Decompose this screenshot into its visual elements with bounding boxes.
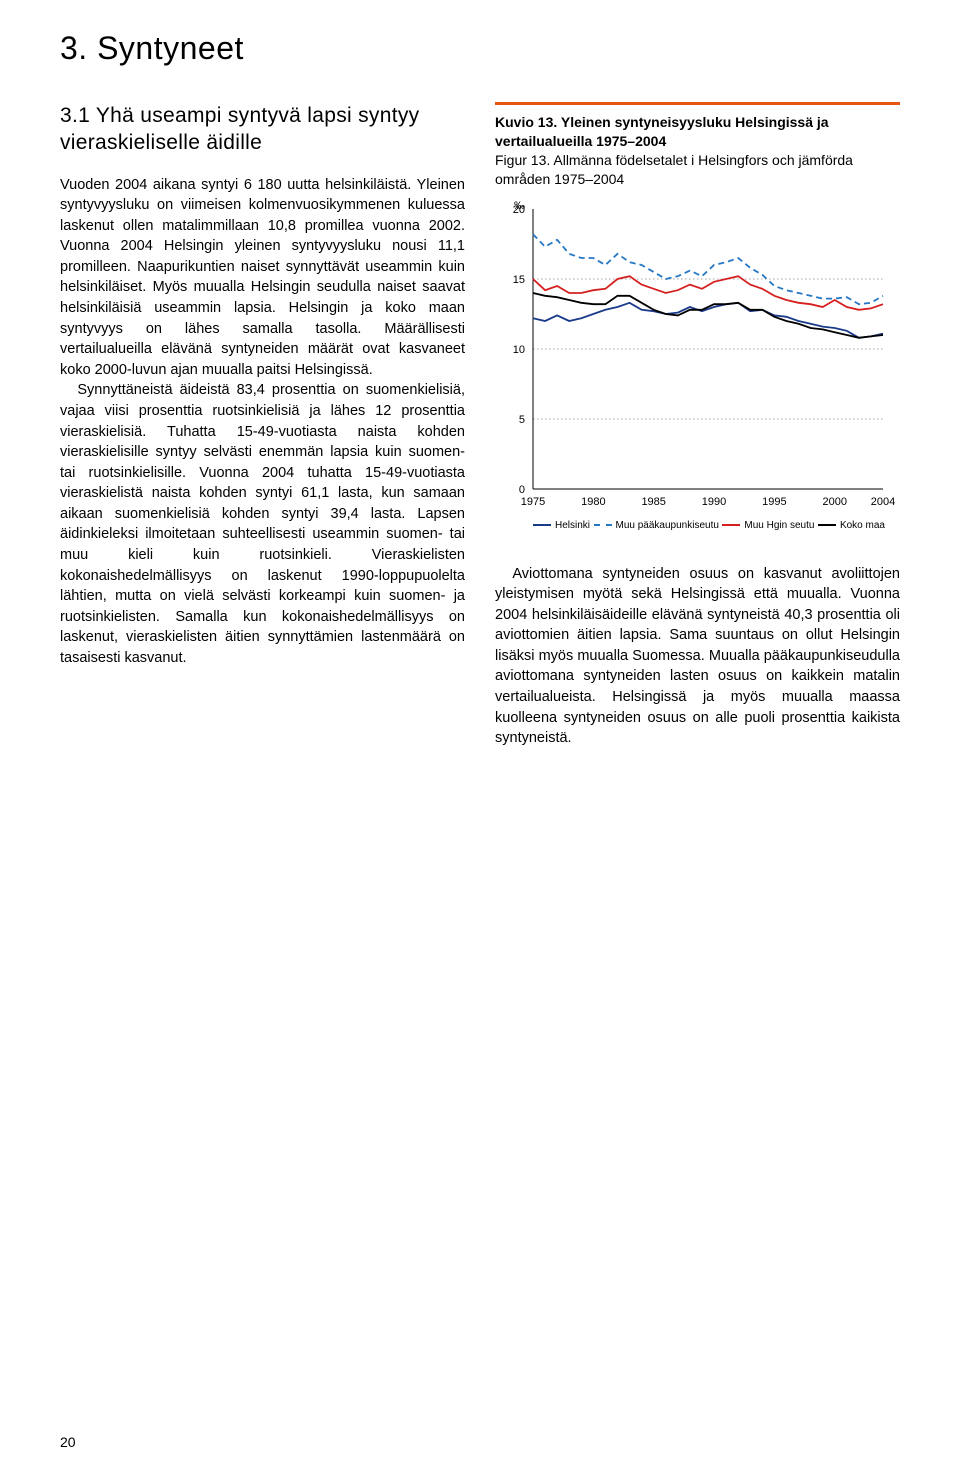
legend-label: Koko maa — [840, 520, 885, 531]
paragraph-1: Vuoden 2004 aikana syntyi 6 180 uutta he… — [60, 175, 465, 381]
svg-text:1975: 1975 — [521, 496, 545, 508]
svg-text:15: 15 — [513, 274, 525, 286]
svg-text:10: 10 — [513, 344, 525, 356]
section-title: 3. Syntyneet — [60, 30, 900, 67]
legend-label: Muu pääkaupunkiseutu — [616, 520, 719, 531]
figure-caption: Kuvio 13. Yleinen syntyneisyysluku Helsi… — [495, 102, 900, 189]
legend-label: Helsinki — [555, 520, 590, 531]
legend-swatch — [594, 524, 612, 526]
legend-swatch — [818, 524, 836, 526]
svg-text:1995: 1995 — [762, 496, 786, 508]
paragraph-3: Aviottomana syntyneiden osuus on kasvanu… — [495, 564, 900, 749]
legend-item: Helsinki — [533, 520, 590, 531]
right-column: Kuvio 13. Yleinen syntyneisyysluku Helsi… — [495, 102, 900, 749]
body-text-right: Aviottomana syntyneiden osuus on kasvanu… — [495, 564, 900, 749]
line-chart: 05101520‰1975198019851990199520002004 He… — [495, 199, 895, 539]
svg-text:1990: 1990 — [702, 496, 726, 508]
two-column-layout: 3.1 Yhä useampi syntyvä lapsi syntyy vie… — [60, 102, 900, 749]
subsection-title: 3.1 Yhä useampi syntyvä lapsi syntyy vie… — [60, 102, 465, 157]
legend-item: Koko maa — [818, 520, 885, 531]
svg-text:2004: 2004 — [871, 496, 895, 508]
svg-text:‰: ‰ — [514, 200, 525, 212]
svg-text:0: 0 — [519, 484, 525, 496]
chart-svg: 05101520‰1975198019851990199520002004 — [495, 199, 895, 509]
legend-item: Muu Hgin seutu — [722, 520, 814, 531]
left-column: 3.1 Yhä useampi syntyvä lapsi syntyy vie… — [60, 102, 465, 749]
chart-legend: Helsinki Muu pääkaupunkiseutu Muu Hgin seu… — [495, 520, 895, 531]
legend-label: Muu Hgin seutu — [744, 520, 814, 531]
figure-label-sv: Figur 13. — [495, 152, 550, 168]
legend-swatch — [533, 524, 551, 526]
legend-swatch — [722, 524, 740, 526]
svg-text:1985: 1985 — [641, 496, 665, 508]
legend-item: Muu pääkaupunkiseutu — [594, 520, 719, 531]
svg-text:1980: 1980 — [581, 496, 605, 508]
body-text-left: Vuoden 2004 aikana syntyi 6 180 uutta he… — [60, 175, 465, 669]
figure-13: Kuvio 13. Yleinen syntyneisyysluku Helsi… — [495, 102, 900, 539]
svg-text:2000: 2000 — [822, 496, 846, 508]
paragraph-2: Synnyttäneistä äideistä 83,4 prosenttia … — [60, 380, 465, 668]
figure-label-fi: Kuvio 13. — [495, 114, 557, 130]
svg-text:5: 5 — [519, 414, 525, 426]
page-number: 20 — [60, 1434, 76, 1450]
